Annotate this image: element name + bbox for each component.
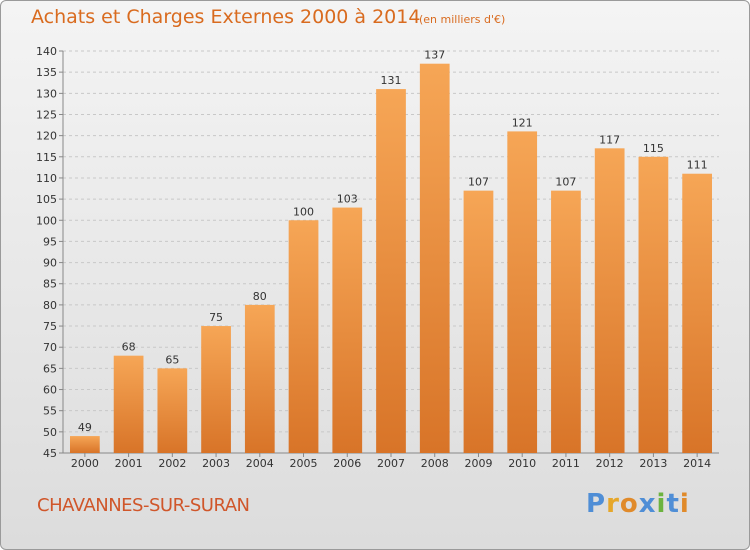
bars-layer: [69, 63, 713, 454]
y-tick-label: 125: [36, 108, 57, 121]
bar-2011: [551, 190, 581, 454]
y-tick-label: 115: [36, 151, 57, 164]
y-tick-label: 105: [36, 193, 57, 206]
logo-letter: o: [619, 489, 639, 519]
x-tick-label: 2010: [508, 457, 536, 470]
y-tick-label: 70: [43, 341, 57, 354]
data-label: 103: [337, 193, 358, 206]
bar-2009: [463, 190, 494, 454]
x-tick-label: 2012: [596, 457, 624, 470]
labels-layer: 45 50 55 60 65 70 75 80 85 90 95 100 105 110 115 120 125…: [36, 45, 711, 470]
y-tick-label: 90: [43, 257, 57, 270]
y-tick-label: 140: [36, 45, 57, 58]
y-tick-label: 130: [36, 87, 57, 100]
x-tick-label: 2011: [552, 457, 580, 470]
bar-2010: [507, 131, 538, 453]
x-tick-label: 2006: [333, 457, 361, 470]
data-label: 107: [468, 176, 489, 189]
y-tick-label: 75: [43, 320, 57, 333]
logo-letter: x: [638, 489, 657, 519]
data-label: 80: [253, 290, 267, 303]
data-label: 131: [381, 74, 402, 87]
y-tick-label: 95: [43, 235, 57, 248]
x-tick-label: 2005: [290, 457, 318, 470]
y-tick-label: 85: [43, 278, 57, 291]
commune-name: CHAVANNES-SUR-SURAN: [37, 495, 250, 516]
x-tick-label: 2002: [158, 457, 186, 470]
data-label: 137: [424, 49, 445, 62]
bar-2008: [419, 63, 450, 454]
bar-2003: [201, 326, 231, 453]
y-tick-label: 65: [43, 362, 57, 375]
data-label: 100: [293, 205, 314, 218]
data-label: 68: [122, 341, 136, 354]
logo-letter: i: [679, 489, 690, 519]
y-tick-label: 110: [36, 172, 57, 185]
x-tick-label: 2004: [246, 457, 274, 470]
proxiti-logo: Proxiti: [586, 489, 690, 519]
x-tick-label: 2007: [377, 457, 405, 470]
chart-title: Achats et Charges Externes 2000 à 2014: [31, 6, 421, 28]
data-label: 111: [687, 159, 708, 172]
bar-2014: [682, 173, 713, 453]
logo-letter: i: [656, 489, 667, 519]
bar-2005: [288, 220, 319, 453]
x-tick-label: 2003: [202, 457, 230, 470]
x-tick-label: 2000: [71, 457, 99, 470]
x-tick-label: 2009: [464, 457, 492, 470]
bar-2012: [594, 148, 625, 454]
y-tick-label: 55: [43, 405, 57, 418]
bar-2000: [69, 436, 100, 453]
y-tick-label: 50: [43, 426, 57, 439]
bar-2002: [157, 368, 188, 453]
y-tick-label: 100: [36, 214, 57, 227]
x-tick-label: 2013: [639, 457, 667, 470]
logo-letter: r: [606, 489, 620, 519]
data-label: 107: [555, 176, 576, 189]
bar-2013: [638, 156, 669, 453]
data-label: 75: [209, 311, 223, 324]
y-tick-label: 80: [43, 299, 57, 312]
data-label: 121: [512, 116, 533, 129]
chart-subtitle: (en milliers d'€): [419, 13, 506, 26]
x-tick-label: 2014: [683, 457, 711, 470]
x-tick-label: 2001: [115, 457, 143, 470]
data-label: 117: [599, 133, 620, 146]
bar-2006: [332, 207, 363, 453]
bar-2001: [113, 355, 144, 453]
x-tick-label: 2008: [421, 457, 449, 470]
data-label: 115: [643, 142, 664, 155]
bar-2004: [244, 304, 275, 453]
logo-letter: P: [586, 489, 607, 519]
y-tick-label: 60: [43, 384, 57, 397]
bar-2007: [376, 89, 406, 453]
logo-letter: t: [666, 489, 680, 519]
y-tick-label: 120: [36, 130, 57, 143]
data-label: 49: [78, 421, 92, 434]
y-tick-label: 135: [36, 66, 57, 79]
data-label: 65: [165, 353, 179, 366]
y-tick-label: 45: [43, 447, 57, 460]
